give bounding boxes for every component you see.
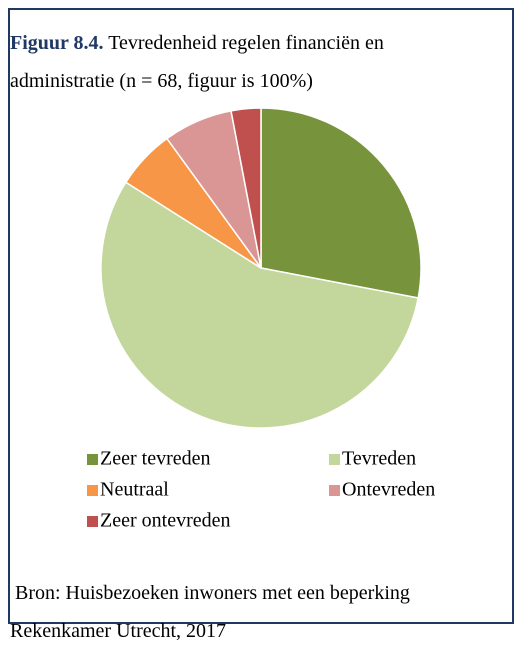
source-line: Rekenkamer Utrecht, 2017 [10, 620, 227, 642]
figure-label: Figuur 8.4. [10, 32, 104, 54]
legend-label: Tevreden [342, 448, 416, 470]
legend-label: Zeer ontevreden [100, 510, 230, 532]
figure-frame [8, 8, 514, 624]
page: Figuur 8.4. Tevredenheid regelen financi… [8, 8, 514, 642]
legend-label: Ontevreden [342, 479, 435, 501]
source: Bron: Huisbezoeken inwoners met een bepe… [10, 574, 500, 650]
source-line: Bron: Huisbezoeken inwoners met een bepe… [15, 582, 410, 604]
legend-label: Zeer tevreden [100, 448, 210, 470]
chart-title: Tevredenheid regelen financiën en admini… [10, 32, 384, 92]
title-block: Figuur 8.4. Tevredenheid regelen financi… [10, 24, 490, 100]
pie-slice [230, 107, 262, 269]
legend-swatch [329, 454, 340, 465]
legend-swatch [87, 485, 98, 496]
legend-swatch [329, 485, 340, 496]
pie-slice [100, 181, 420, 429]
pie-slice [260, 107, 422, 299]
legend-swatch [87, 516, 98, 527]
legend-swatch [87, 454, 98, 465]
chart: Zeer tevreden Tevreden Neutraal Ontevreden Z… [87, 107, 435, 532]
legend-label: Neutraal [100, 479, 169, 501]
